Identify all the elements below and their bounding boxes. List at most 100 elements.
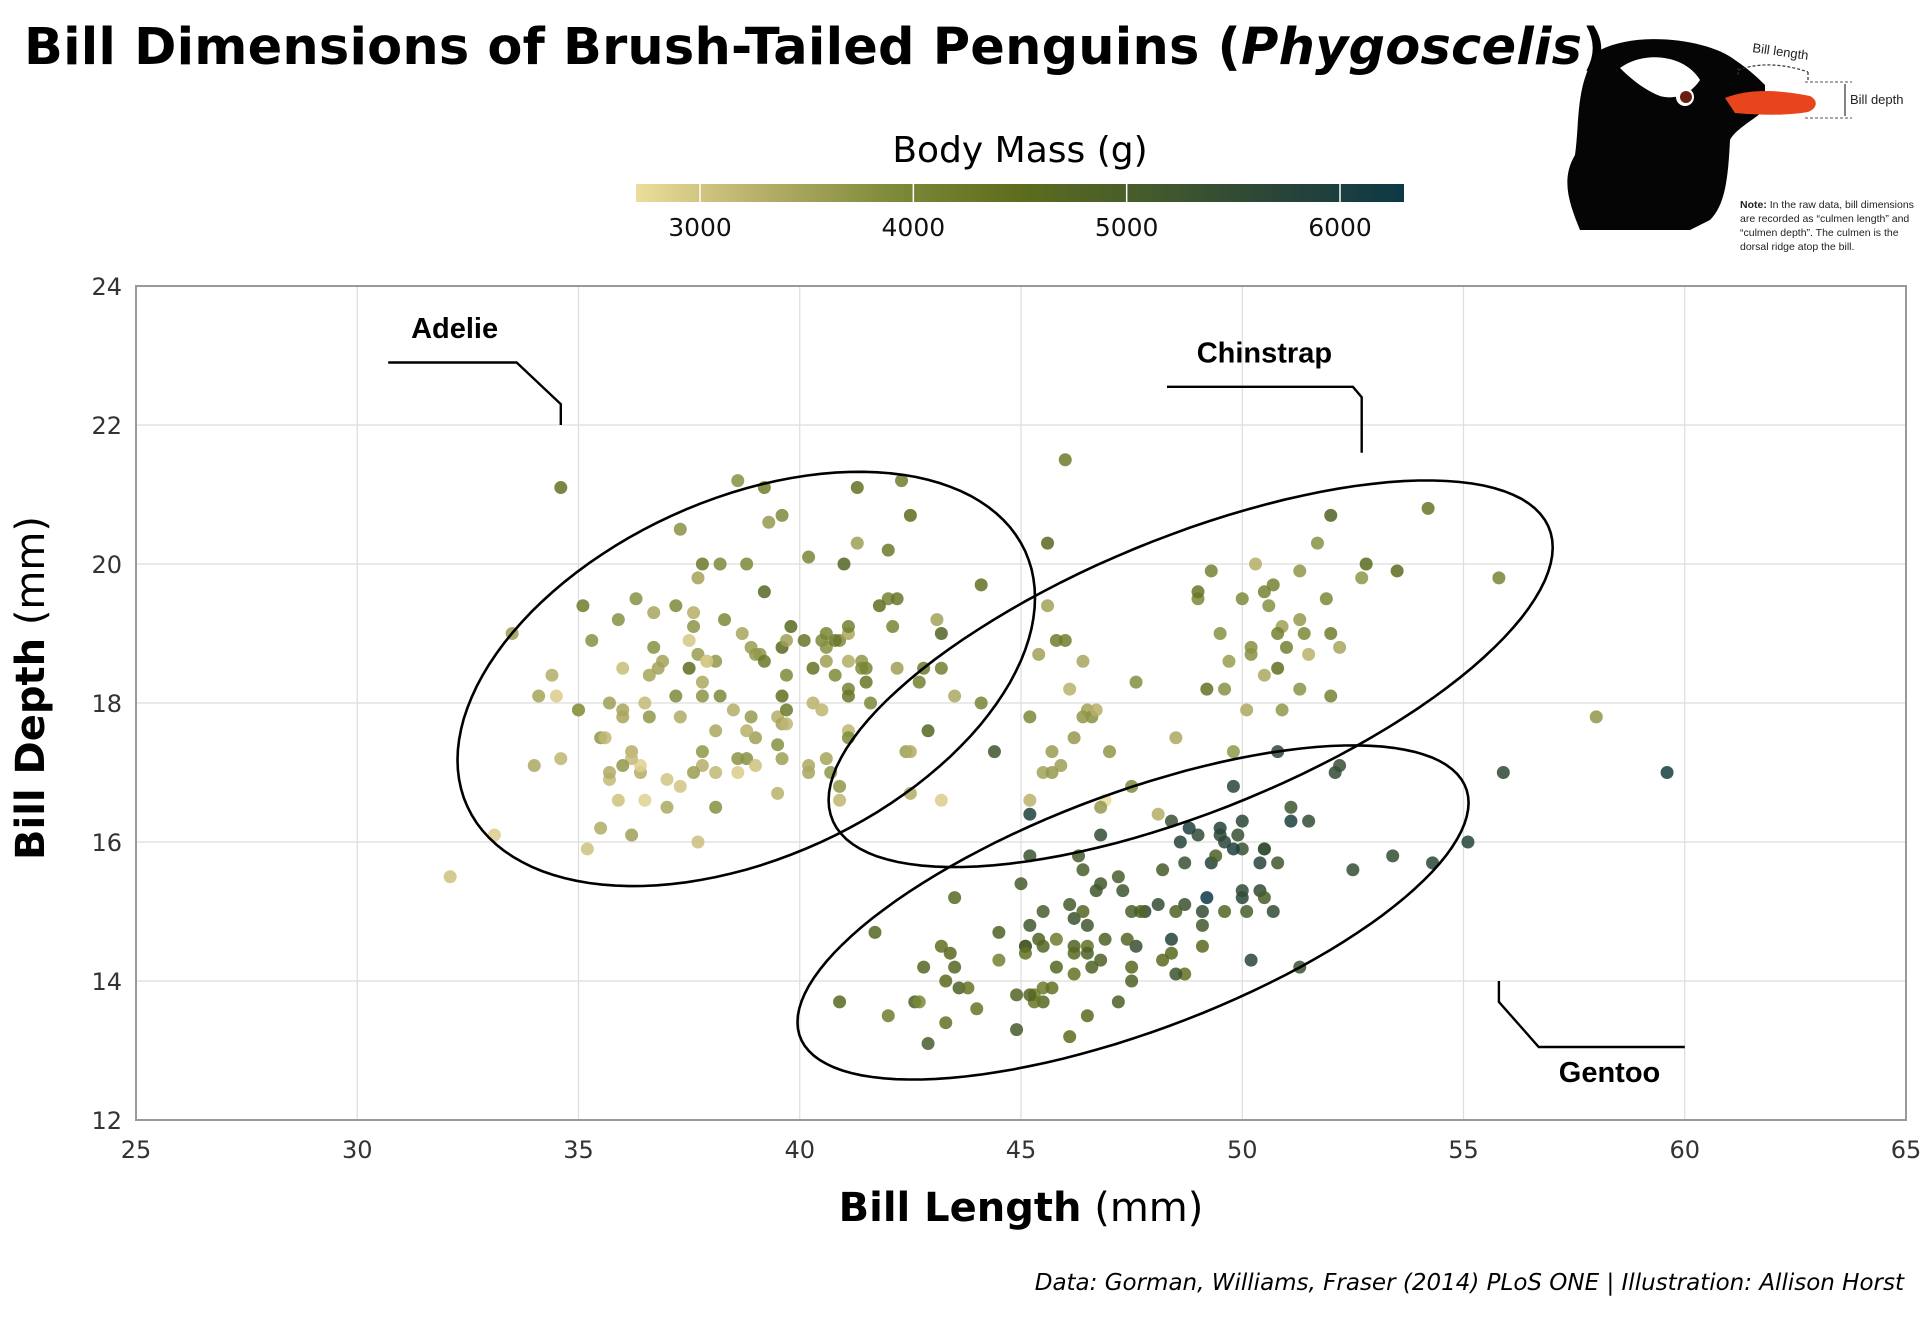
data-point	[1058, 633, 1072, 647]
annotation-label-gentoo: Gentoo	[1559, 1057, 1661, 1089]
data-point	[890, 592, 904, 606]
data-point	[598, 731, 612, 745]
data-point	[713, 689, 727, 703]
data-point	[939, 974, 953, 988]
data-point	[1226, 745, 1240, 759]
data-point	[1169, 731, 1183, 745]
data-point	[731, 766, 745, 779]
x-tick-label: 55	[1448, 1136, 1479, 1164]
y-tick-label: 20	[91, 551, 122, 579]
data-point	[1080, 1009, 1094, 1023]
data-point	[1094, 877, 1108, 891]
data-point	[779, 633, 793, 647]
data-point	[872, 599, 886, 613]
penguin-head-illustration: Bill length Bill depth	[1567, 39, 1903, 230]
data-point	[992, 925, 1006, 939]
data-point	[687, 620, 701, 634]
data-point	[992, 953, 1006, 967]
data-point	[1257, 585, 1271, 599]
data-point	[819, 752, 833, 766]
data-point	[930, 613, 944, 627]
data-point	[1178, 856, 1192, 870]
data-point	[1589, 710, 1603, 724]
data-point	[1271, 627, 1285, 640]
data-point	[859, 675, 873, 689]
data-point	[709, 724, 723, 738]
data-point	[691, 571, 705, 585]
data-point	[917, 960, 931, 974]
data-point	[1209, 849, 1223, 863]
data-point	[1386, 849, 1400, 863]
data-point	[779, 717, 793, 731]
x-tick-label: 60	[1669, 1136, 1700, 1164]
data-point	[1226, 779, 1240, 793]
data-point	[1094, 828, 1108, 842]
data-point	[1036, 905, 1050, 918]
data-point	[576, 599, 590, 613]
data-point	[779, 703, 793, 717]
data-point	[740, 557, 754, 571]
data-point	[709, 766, 723, 779]
data-point	[1058, 453, 1072, 467]
data-point	[1496, 766, 1510, 779]
data-point	[572, 703, 585, 717]
data-point	[1120, 932, 1134, 946]
x-tick-label: 45	[1006, 1136, 1037, 1164]
data-point	[802, 550, 816, 564]
data-point	[1076, 863, 1090, 877]
data-point	[629, 592, 643, 606]
data-point	[682, 633, 696, 647]
caption: Data: Gorman, Williams, Fraser (2014) PL…	[1034, 1270, 1904, 1296]
data-point	[740, 724, 754, 738]
data-point	[1324, 689, 1338, 703]
data-point	[1235, 884, 1249, 898]
data-point	[948, 960, 962, 974]
data-point	[1094, 800, 1108, 814]
data-point	[1151, 807, 1165, 821]
data-point	[687, 766, 701, 779]
data-point	[775, 752, 789, 766]
data-point	[934, 627, 948, 640]
data-point	[709, 800, 723, 814]
data-point	[749, 759, 762, 773]
data-point	[1178, 898, 1192, 912]
data-point	[1156, 863, 1170, 877]
data-point	[585, 633, 599, 647]
data-point	[1169, 967, 1183, 981]
data-point	[961, 981, 975, 995]
data-point	[735, 627, 749, 640]
data-point	[1302, 647, 1316, 661]
bill-depth-label: Bill depth	[1850, 92, 1903, 107]
data-point	[1461, 835, 1475, 849]
data-point	[1222, 654, 1236, 668]
data-point	[1041, 599, 1055, 613]
data-point	[779, 668, 793, 682]
series-gentoo	[833, 745, 1674, 1051]
color-legend: 3000 4000 5000 6000	[636, 184, 1404, 242]
data-point	[1226, 842, 1240, 856]
data-point	[669, 689, 683, 703]
data-point	[757, 585, 771, 599]
title-text: Bill Dimensions of Brush-Tailed Penguins…	[24, 18, 1242, 77]
ellipse-chinstrap	[827, 479, 1555, 869]
data-point	[580, 842, 594, 856]
data-point	[903, 508, 917, 522]
data-point	[775, 508, 789, 522]
x-tick-label: 30	[342, 1136, 373, 1164]
data-point	[695, 675, 709, 689]
data-point	[1280, 640, 1293, 654]
data-point	[948, 891, 962, 905]
data-point	[1076, 710, 1090, 724]
data-point	[819, 627, 833, 640]
data-point	[527, 759, 541, 773]
data-point	[1310, 536, 1324, 550]
data-point	[647, 606, 661, 620]
data-point	[1076, 654, 1090, 668]
data-point	[1169, 905, 1183, 918]
data-point	[1067, 731, 1081, 745]
data-point	[841, 620, 855, 634]
data-point	[532, 689, 546, 703]
data-point	[642, 710, 656, 724]
data-point	[833, 995, 847, 1009]
